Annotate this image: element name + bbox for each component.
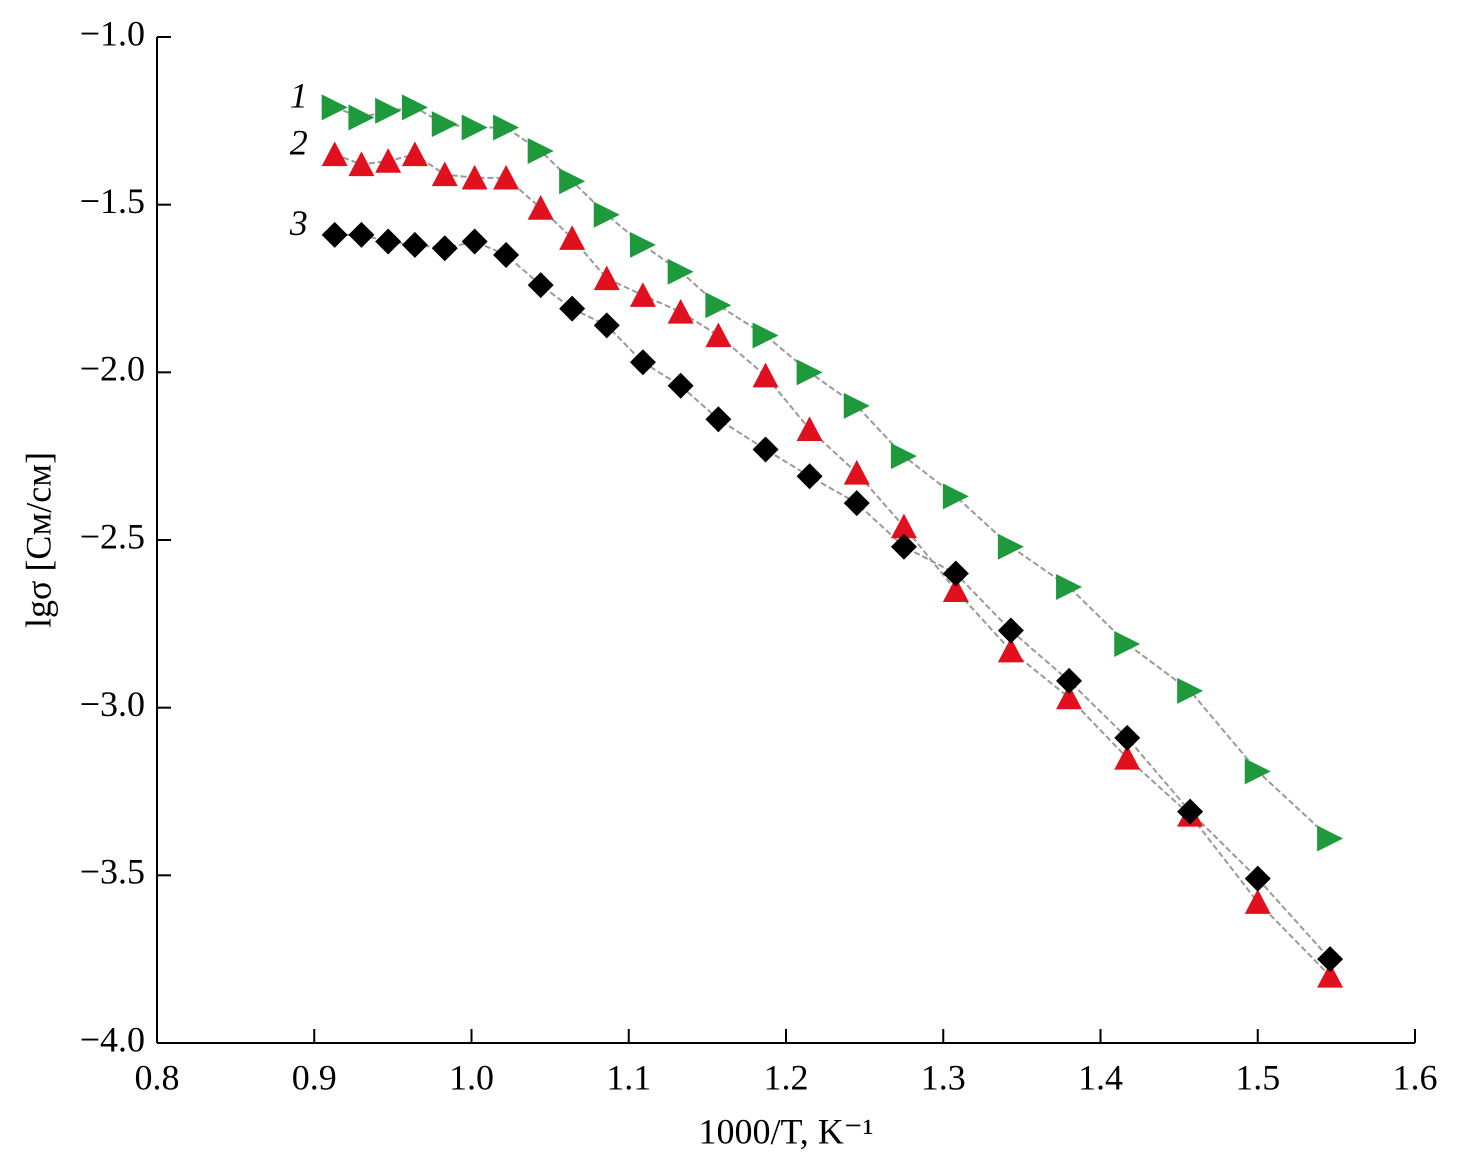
data-point — [667, 298, 694, 324]
y-tick-label: −3.0 — [80, 684, 145, 724]
data-point — [1114, 744, 1141, 770]
x-tick-label: 0.9 — [292, 1057, 337, 1097]
data-point — [1177, 798, 1204, 825]
data-point — [752, 436, 779, 463]
data-point — [431, 111, 458, 138]
data-point — [629, 349, 656, 376]
data-point — [375, 228, 402, 255]
data-point — [1056, 667, 1083, 694]
y-tick-label: −1.5 — [80, 181, 145, 221]
x-tick-label: 1.2 — [764, 1057, 809, 1097]
data-point — [1114, 630, 1141, 657]
data-point — [348, 151, 375, 177]
data-point — [796, 463, 823, 490]
data-point — [1244, 889, 1271, 914]
data-point — [493, 164, 520, 190]
data-point — [431, 161, 458, 187]
data-point — [593, 265, 620, 291]
data-point — [890, 443, 917, 470]
data-point — [593, 312, 620, 339]
x-tick-label: 1.0 — [449, 1057, 494, 1097]
data-point — [1114, 724, 1141, 751]
data-point — [321, 94, 348, 121]
data-point — [375, 97, 402, 124]
data-point — [796, 416, 823, 442]
data-point — [796, 359, 823, 386]
y-tick-label: −2.5 — [80, 516, 145, 556]
data-point — [752, 322, 779, 349]
data-point — [843, 459, 870, 485]
data-point — [1177, 677, 1204, 704]
data-point — [705, 406, 732, 433]
series-label: 1 — [290, 76, 308, 116]
series-label: 3 — [289, 203, 308, 243]
data-point — [1244, 865, 1271, 892]
series-line — [334, 233, 1331, 960]
x-tick-label: 1.1 — [606, 1057, 651, 1097]
data-point — [375, 148, 402, 173]
data-point — [1317, 946, 1344, 973]
data-point — [348, 221, 375, 248]
data-point — [890, 513, 917, 539]
y-tick-label: −3.5 — [80, 852, 145, 892]
data-point — [843, 392, 870, 419]
data-point — [593, 201, 620, 228]
data-point — [431, 235, 458, 262]
x-tick-label: 1.5 — [1235, 1057, 1280, 1097]
data-point — [401, 141, 428, 167]
series-label: 2 — [290, 123, 308, 163]
data-point — [1056, 573, 1083, 600]
data-point — [527, 272, 554, 299]
data-point — [752, 362, 779, 388]
data-point — [348, 104, 375, 131]
data-point — [461, 114, 488, 141]
data-point — [997, 637, 1024, 663]
data-point — [705, 292, 732, 319]
x-axis-label: 1000/T, K⁻¹ — [698, 1111, 873, 1151]
data-point — [667, 258, 694, 285]
data-point — [559, 295, 586, 322]
data-point — [493, 241, 520, 268]
y-tick-label: −2.0 — [80, 349, 145, 389]
x-tick-label: 0.8 — [135, 1057, 180, 1097]
series-line — [334, 106, 1331, 840]
data-point — [401, 94, 428, 121]
data-point — [629, 231, 656, 258]
x-tick-label: 1.3 — [921, 1057, 966, 1097]
data-point — [321, 141, 348, 167]
data-point — [843, 490, 870, 517]
data-point — [493, 114, 520, 141]
data-point — [1317, 962, 1344, 988]
series-line — [334, 153, 1331, 977]
data-point — [942, 560, 969, 587]
data-point — [997, 533, 1024, 560]
data-point — [629, 282, 656, 307]
data-point — [997, 617, 1024, 644]
x-tick-label: 1.4 — [1078, 1057, 1123, 1097]
data-point — [527, 138, 554, 165]
data-point — [527, 195, 554, 220]
data-point — [705, 322, 732, 348]
data-point — [1317, 825, 1344, 852]
data-point — [890, 533, 917, 560]
data-point — [1056, 684, 1083, 710]
y-tick-label: −1.0 — [80, 13, 145, 53]
data-point — [321, 221, 348, 248]
y-tick-label: −4.0 — [80, 1019, 145, 1059]
data-point — [461, 228, 488, 255]
data-point — [667, 372, 694, 399]
data-point — [559, 168, 586, 195]
x-tick-label: 1.6 — [1393, 1057, 1438, 1097]
data-point — [401, 231, 428, 258]
data-point — [1244, 758, 1271, 785]
data-point — [942, 483, 969, 510]
data-point — [942, 577, 969, 602]
data-point — [559, 225, 586, 250]
data-point — [461, 164, 488, 190]
y-axis-label: lgσ [См/см] — [18, 452, 58, 628]
